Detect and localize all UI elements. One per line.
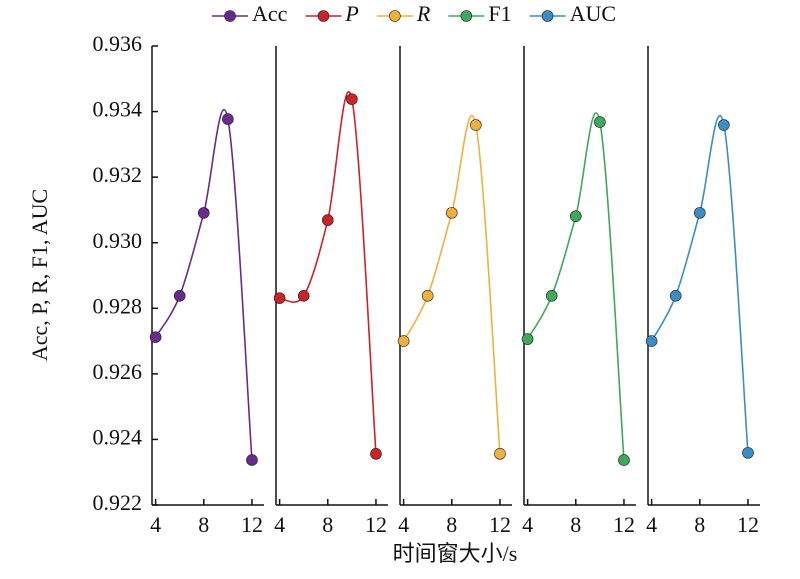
x-tick-label: 12 bbox=[489, 512, 511, 537]
legend-marker bbox=[317, 10, 330, 22]
point bbox=[445, 207, 458, 219]
point bbox=[545, 290, 558, 302]
line bbox=[402, 114, 501, 454]
line bbox=[650, 114, 749, 453]
x-tick-label: 4 bbox=[398, 512, 409, 537]
point bbox=[246, 454, 258, 466]
y-tick-label: 0.932 bbox=[93, 162, 143, 187]
point bbox=[321, 214, 334, 226]
legend-label: F1 bbox=[488, 1, 511, 26]
point bbox=[618, 454, 630, 466]
x-tick-label: 8 bbox=[570, 512, 581, 537]
point bbox=[297, 290, 310, 302]
x-tick-label: 8 bbox=[446, 512, 457, 537]
x-tick-label: 4 bbox=[522, 512, 533, 537]
legend-marker bbox=[460, 10, 473, 22]
point bbox=[742, 447, 754, 459]
x-tick-label: 12 bbox=[241, 512, 263, 537]
point bbox=[494, 448, 506, 460]
legend-label: P bbox=[344, 1, 358, 26]
y-tick-label: 0.924 bbox=[93, 424, 143, 449]
point bbox=[669, 290, 682, 302]
legend-marker bbox=[541, 10, 554, 22]
y-tick-label: 0.936 bbox=[93, 31, 143, 56]
legend-marker bbox=[224, 10, 236, 22]
point bbox=[421, 290, 434, 302]
point bbox=[222, 113, 234, 125]
point bbox=[397, 335, 410, 347]
x-tick-label: 4 bbox=[150, 512, 161, 537]
line bbox=[154, 108, 253, 461]
legend-marker bbox=[389, 10, 401, 22]
x-tick-label: 8 bbox=[322, 512, 333, 537]
x-tick-label: 12 bbox=[613, 512, 635, 537]
point bbox=[149, 331, 162, 343]
legend-label: R bbox=[416, 1, 431, 26]
legend-label: AUC bbox=[570, 1, 616, 26]
x-tick-label: 4 bbox=[274, 512, 285, 537]
point bbox=[173, 290, 186, 302]
x-tick-label: 12 bbox=[737, 512, 759, 537]
point bbox=[569, 210, 582, 222]
y-tick-label: 0.930 bbox=[93, 228, 143, 253]
x-tick-label: 4 bbox=[646, 512, 657, 537]
point bbox=[693, 207, 706, 219]
x-tick-label: 12 bbox=[365, 512, 387, 537]
point bbox=[470, 119, 482, 131]
x-tick-label: 8 bbox=[198, 512, 209, 537]
line bbox=[526, 112, 625, 461]
point bbox=[645, 335, 658, 347]
point bbox=[370, 448, 382, 460]
y-tick-label: 0.928 bbox=[93, 293, 143, 318]
y-axis-label: Acc, P, R, F1, AUC bbox=[27, 189, 52, 361]
y-tick-label: 0.926 bbox=[93, 359, 143, 384]
point bbox=[197, 207, 210, 219]
y-tick-label: 0.922 bbox=[93, 490, 143, 515]
x-tick-label: 8 bbox=[694, 512, 705, 537]
point bbox=[594, 116, 606, 128]
line bbox=[279, 90, 377, 454]
point bbox=[718, 119, 730, 131]
point bbox=[273, 292, 286, 304]
point bbox=[346, 93, 358, 105]
x-axis-label: 时间窗大小/s bbox=[393, 541, 518, 566]
legend-label: Acc bbox=[252, 1, 288, 26]
y-tick-label: 0.934 bbox=[93, 97, 143, 122]
point bbox=[521, 333, 534, 345]
